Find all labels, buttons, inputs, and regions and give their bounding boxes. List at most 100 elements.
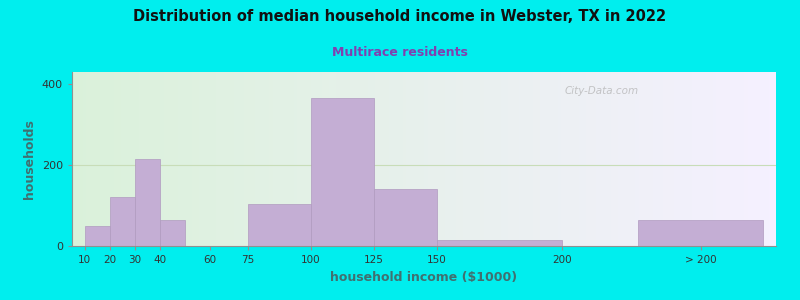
- Bar: [565, 72, 570, 246]
- Bar: [167, 72, 172, 246]
- Bar: [283, 72, 288, 246]
- Bar: [216, 72, 221, 246]
- Bar: [568, 72, 573, 246]
- Bar: [554, 72, 559, 246]
- Bar: [114, 72, 119, 246]
- Bar: [466, 72, 471, 246]
- Bar: [656, 72, 661, 246]
- Bar: [318, 72, 323, 246]
- Bar: [755, 72, 760, 246]
- X-axis label: household income ($1000): household income ($1000): [330, 271, 518, 284]
- Bar: [248, 203, 311, 246]
- Bar: [146, 72, 150, 246]
- Bar: [462, 72, 467, 246]
- Bar: [586, 72, 590, 246]
- Bar: [434, 72, 439, 246]
- Bar: [311, 72, 316, 246]
- Bar: [251, 72, 256, 246]
- Bar: [558, 72, 562, 246]
- Bar: [431, 72, 436, 246]
- Bar: [769, 72, 774, 246]
- Bar: [562, 72, 566, 246]
- Bar: [213, 72, 218, 246]
- Bar: [79, 72, 84, 246]
- Bar: [110, 197, 135, 246]
- Bar: [339, 72, 344, 246]
- Bar: [93, 72, 98, 246]
- Bar: [638, 72, 643, 246]
- Bar: [515, 72, 520, 246]
- Bar: [160, 72, 165, 246]
- Bar: [118, 72, 122, 246]
- Bar: [674, 72, 678, 246]
- Bar: [403, 72, 408, 246]
- Bar: [75, 72, 80, 246]
- Bar: [642, 72, 647, 246]
- Bar: [399, 72, 404, 246]
- Bar: [593, 72, 598, 246]
- Bar: [181, 72, 186, 246]
- Text: City-Data.com: City-Data.com: [565, 86, 639, 96]
- Bar: [364, 72, 369, 246]
- Bar: [227, 72, 232, 246]
- Bar: [579, 72, 584, 246]
- Bar: [241, 72, 246, 246]
- Bar: [575, 72, 580, 246]
- Bar: [389, 72, 394, 246]
- Bar: [301, 72, 306, 246]
- Bar: [723, 72, 728, 246]
- Bar: [110, 72, 115, 246]
- Bar: [614, 72, 619, 246]
- Bar: [132, 72, 137, 246]
- Bar: [234, 72, 238, 246]
- Bar: [720, 72, 725, 246]
- Bar: [494, 72, 499, 246]
- Bar: [547, 72, 552, 246]
- Bar: [248, 72, 253, 246]
- Bar: [269, 72, 274, 246]
- Bar: [741, 72, 746, 246]
- Bar: [192, 72, 197, 246]
- Bar: [474, 72, 478, 246]
- Bar: [685, 72, 690, 246]
- Bar: [424, 72, 429, 246]
- Bar: [286, 72, 291, 246]
- Bar: [540, 72, 545, 246]
- Bar: [357, 72, 362, 246]
- Bar: [371, 72, 376, 246]
- Bar: [139, 72, 144, 246]
- Bar: [533, 72, 538, 246]
- Bar: [163, 72, 168, 246]
- Bar: [104, 72, 109, 246]
- Bar: [688, 72, 693, 246]
- Bar: [438, 72, 443, 246]
- Bar: [758, 72, 763, 246]
- Bar: [346, 72, 351, 246]
- Bar: [142, 72, 147, 246]
- Bar: [445, 72, 450, 246]
- Bar: [502, 72, 506, 246]
- Bar: [185, 72, 190, 246]
- Bar: [374, 72, 379, 246]
- Bar: [512, 72, 517, 246]
- Bar: [230, 72, 235, 246]
- Bar: [298, 72, 302, 246]
- Bar: [638, 220, 763, 246]
- Bar: [709, 72, 714, 246]
- Bar: [610, 72, 615, 246]
- Bar: [374, 189, 437, 246]
- Bar: [621, 72, 626, 246]
- Bar: [744, 72, 749, 246]
- Bar: [188, 72, 193, 246]
- Bar: [491, 72, 496, 246]
- Bar: [170, 72, 175, 246]
- Bar: [734, 72, 738, 246]
- Bar: [427, 72, 432, 246]
- Bar: [487, 72, 492, 246]
- Bar: [336, 72, 341, 246]
- Text: Multirace residents: Multirace residents: [332, 46, 468, 59]
- Bar: [160, 220, 185, 246]
- Bar: [550, 72, 555, 246]
- Bar: [210, 72, 214, 246]
- Bar: [480, 72, 485, 246]
